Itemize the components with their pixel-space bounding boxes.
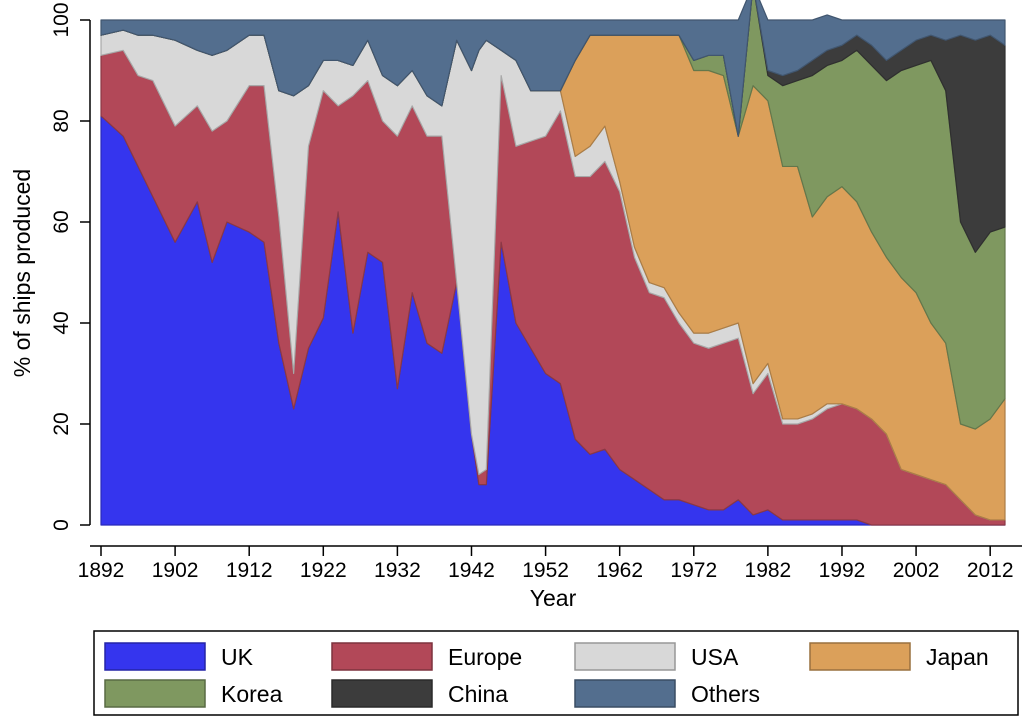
legend-label: Others [691, 681, 760, 707]
y-tick-label: 20 [50, 412, 73, 435]
legend-swatch [574, 642, 676, 671]
x-tick-label: 2002 [893, 559, 940, 582]
legend-item-japan: Japan [809, 642, 989, 671]
x-tick-label: 2012 [967, 559, 1014, 582]
y-tick-label: 0 [50, 519, 73, 531]
x-axis-title: Year [530, 585, 577, 611]
x-tick-label: 1912 [226, 559, 273, 582]
legend-label: UK [221, 644, 254, 670]
y-tick-label: 100 [50, 2, 73, 37]
legend-swatch [104, 679, 206, 708]
area-series-others [100, 0, 1006, 137]
legend-swatch [574, 679, 676, 708]
area-layers [100, 0, 1006, 526]
y-ticks: 0 20 40 60 80 100 [50, 2, 90, 531]
x-tick-label: 1972 [670, 559, 717, 582]
legend-label: Korea [221, 681, 283, 707]
legend: UK Europe USA Japan Korea China Others [93, 630, 1019, 716]
y-tick-label: 40 [50, 311, 73, 334]
legend-swatch [809, 642, 911, 671]
legend-label: China [448, 681, 508, 707]
x-tick-label: 1942 [448, 559, 495, 582]
legend-item-korea: Korea [104, 679, 283, 708]
legend-item-others: Others [574, 679, 760, 708]
legend-item-china: China [331, 679, 508, 708]
axes: 0 20 40 60 80 100 1892 1902 1912 1922 1932 1942 195… [9, 2, 1022, 611]
legend-swatch [331, 679, 433, 708]
x-tick-label: 1982 [745, 559, 792, 582]
legend-item-uk: UK [104, 642, 254, 671]
legend-label: USA [691, 644, 739, 670]
x-tick-label: 1922 [300, 559, 347, 582]
x-tick-label: 1932 [374, 559, 421, 582]
x-tick-label: 1992 [819, 559, 866, 582]
x-ticks: 1892 1902 1912 1922 1932 1942 1952 1962 1972 1982… [78, 546, 1014, 582]
legend-swatch [104, 642, 206, 671]
legend-swatch [331, 642, 433, 671]
legend-label: Japan [926, 644, 989, 670]
legend-item-usa: USA [574, 642, 739, 671]
y-tick-label: 80 [50, 109, 73, 132]
x-tick-label: 1902 [152, 559, 199, 582]
x-tick-label: 1962 [596, 559, 643, 582]
y-axis-title: % of ships produced [9, 169, 35, 377]
legend-item-europe: Europe [331, 642, 522, 671]
y-tick-label: 60 [50, 210, 73, 233]
x-tick-label: 1952 [522, 559, 569, 582]
legend-label: Europe [448, 644, 522, 670]
x-tick-label: 1892 [78, 559, 125, 582]
